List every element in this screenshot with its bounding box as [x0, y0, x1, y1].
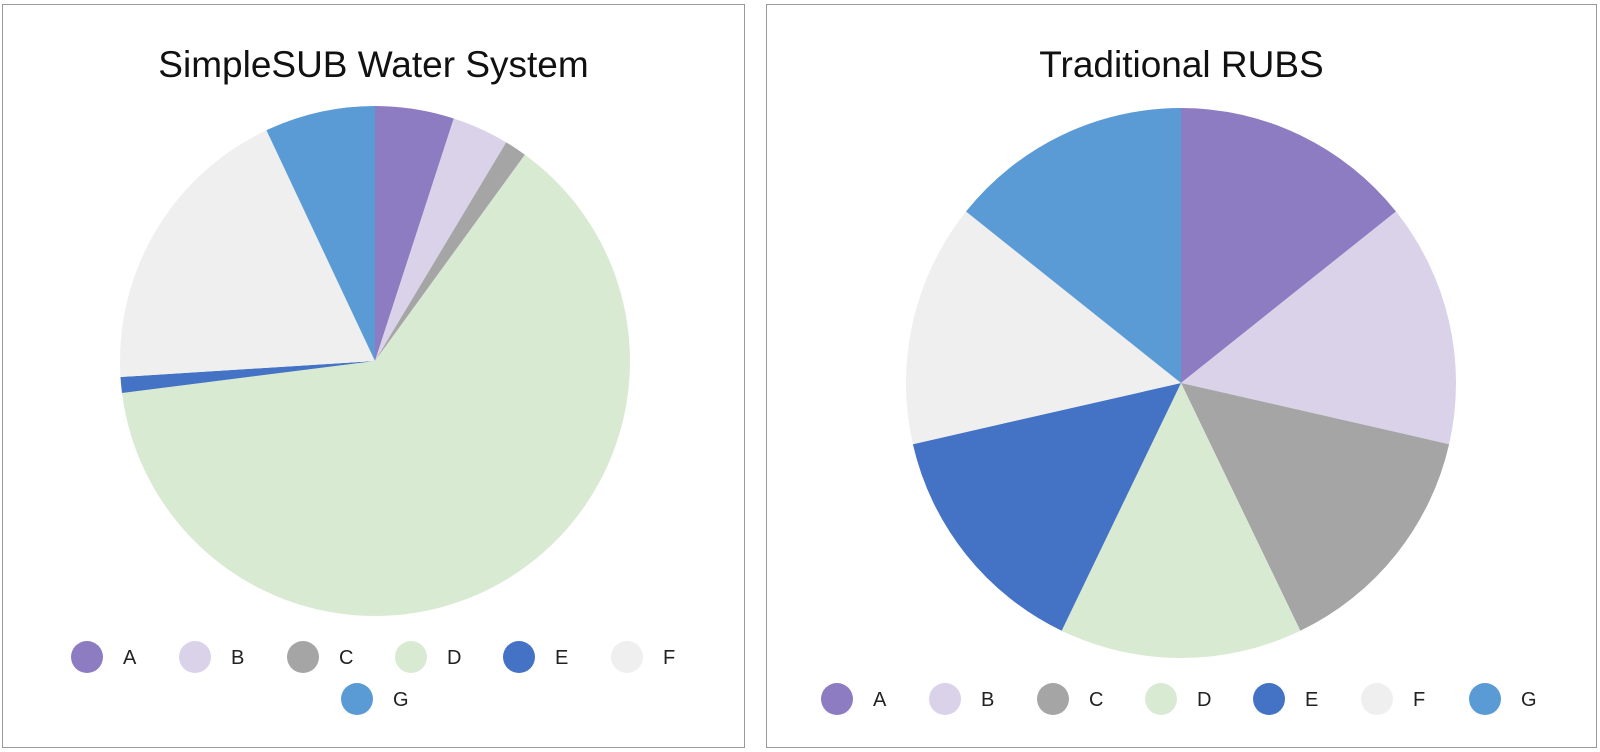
legend-label: A — [873, 689, 887, 711]
pie-slice-a — [375, 106, 454, 361]
chart-title: SimpleSUB Water System — [158, 44, 589, 85]
legend-label: G — [393, 689, 409, 711]
legend-swatch — [1037, 683, 1069, 715]
pie-slice-f — [905, 211, 1181, 445]
pie-slice-c — [1181, 383, 1450, 631]
legend-label: B — [231, 647, 244, 669]
chart-title: Traditional RUBS — [1039, 44, 1324, 85]
chart-panel-simplesub: SimpleSUB Water System A B C D E F G — [2, 4, 745, 748]
legend-item-f: F — [1361, 683, 1425, 715]
pie-slice-e — [912, 383, 1181, 631]
legend-item-c: C — [1037, 683, 1103, 715]
legend-item-g: G — [341, 683, 409, 715]
legend-label: C — [1089, 689, 1103, 711]
legend-label: E — [555, 647, 568, 669]
legend-item-f: F — [611, 641, 675, 673]
pie-slice-e — [120, 361, 375, 393]
legend-item-c: C — [287, 641, 353, 673]
pie-chart-simplesub: A B C D E F G — [71, 106, 675, 715]
pie-slice-g — [266, 106, 375, 361]
legend-label: F — [663, 647, 675, 669]
legend-item-b: B — [179, 641, 244, 673]
legend-swatch — [71, 641, 103, 673]
legend-item-e: E — [503, 641, 568, 673]
pie-slice-a — [1181, 108, 1396, 383]
legend-label: D — [447, 647, 461, 669]
legend-swatch — [821, 683, 853, 715]
legend-item-d: D — [1145, 683, 1211, 715]
pie-slice-b — [1181, 211, 1457, 445]
legend-item-a: A — [821, 683, 887, 715]
legend-swatch — [1253, 683, 1285, 715]
legend-label: B — [981, 689, 994, 711]
legend-label: F — [1413, 689, 1425, 711]
legend-item-g: G — [1469, 683, 1537, 715]
legend-label: C — [339, 647, 353, 669]
pie-slice-g — [966, 108, 1181, 383]
legend-swatch — [929, 683, 961, 715]
legend-swatch — [503, 641, 535, 673]
legend-label: A — [123, 647, 137, 669]
pie-slice-f — [119, 130, 375, 378]
legend-item-a: A — [71, 641, 137, 673]
legend-label: G — [1521, 689, 1537, 711]
legend-swatch — [287, 641, 319, 673]
pie-slice-c — [375, 142, 525, 361]
legend-item-e: E — [1253, 683, 1318, 715]
legend-item-d: D — [395, 641, 461, 673]
legend-swatch — [1145, 683, 1177, 715]
pie-slice-d — [122, 154, 630, 616]
legend-swatch — [1361, 683, 1393, 715]
legend-swatch — [341, 683, 373, 715]
pie-slice-b — [375, 118, 507, 361]
legend-swatch — [611, 641, 643, 673]
chart-panel-traditional-rubs: Traditional RUBS A B C D E F G — [766, 4, 1597, 748]
legend-swatch — [179, 641, 211, 673]
pie-slice-d — [1061, 383, 1301, 659]
legend-swatch — [395, 641, 427, 673]
legend-label: E — [1305, 689, 1318, 711]
legend-label: D — [1197, 689, 1211, 711]
legend-item-b: B — [929, 683, 994, 715]
legend-swatch — [1469, 683, 1501, 715]
pie-chart-traditional-rubs: A B C D E F G — [821, 108, 1537, 715]
